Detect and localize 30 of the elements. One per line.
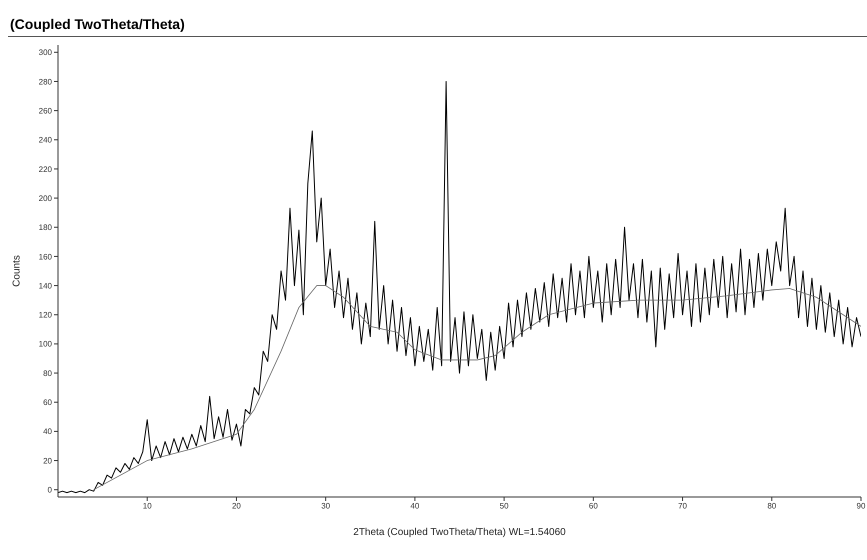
y-tick-label: 80 bbox=[43, 368, 53, 378]
y-tick-label: 300 bbox=[38, 48, 53, 58]
y-tick-label: 180 bbox=[38, 223, 53, 232]
y-tick-label: 220 bbox=[38, 164, 53, 174]
chart-title: (Coupled TwoTheta/Theta) bbox=[8, 8, 867, 37]
x-tick-label: 40 bbox=[410, 502, 420, 511]
y-tick-label: 160 bbox=[38, 252, 53, 262]
x-tick-label: 50 bbox=[500, 502, 510, 511]
x-tick-label: 60 bbox=[588, 502, 598, 511]
y-axis-title: Counts bbox=[12, 255, 23, 287]
y-tick-label: 60 bbox=[43, 398, 53, 408]
line-series bbox=[58, 80, 861, 494]
y-tick-label: 280 bbox=[38, 77, 53, 86]
y-tick-label: 20 bbox=[43, 456, 53, 466]
x-tick-label: 10 bbox=[142, 502, 152, 511]
x-tick-label: 70 bbox=[678, 502, 688, 511]
y-tick-label: 240 bbox=[38, 136, 53, 145]
x-axis-title: 2Theta (Coupled TwoTheta/Theta) WL=1.54060 bbox=[353, 527, 566, 538]
y-tick-label: 260 bbox=[38, 106, 53, 116]
y-tick-label: 40 bbox=[43, 427, 53, 436]
line-series bbox=[93, 285, 861, 490]
y-tick-label: 200 bbox=[38, 194, 53, 203]
y-tick-label: 140 bbox=[38, 281, 53, 290]
x-tick-label: 80 bbox=[767, 502, 777, 511]
y-tick-label: 0 bbox=[48, 486, 53, 495]
y-tick-label: 120 bbox=[38, 310, 53, 320]
x-tick-label: 20 bbox=[232, 502, 242, 511]
x-tick-label: 90 bbox=[856, 502, 866, 511]
y-tick-label: 100 bbox=[38, 340, 53, 349]
x-tick-label: 30 bbox=[321, 502, 331, 511]
